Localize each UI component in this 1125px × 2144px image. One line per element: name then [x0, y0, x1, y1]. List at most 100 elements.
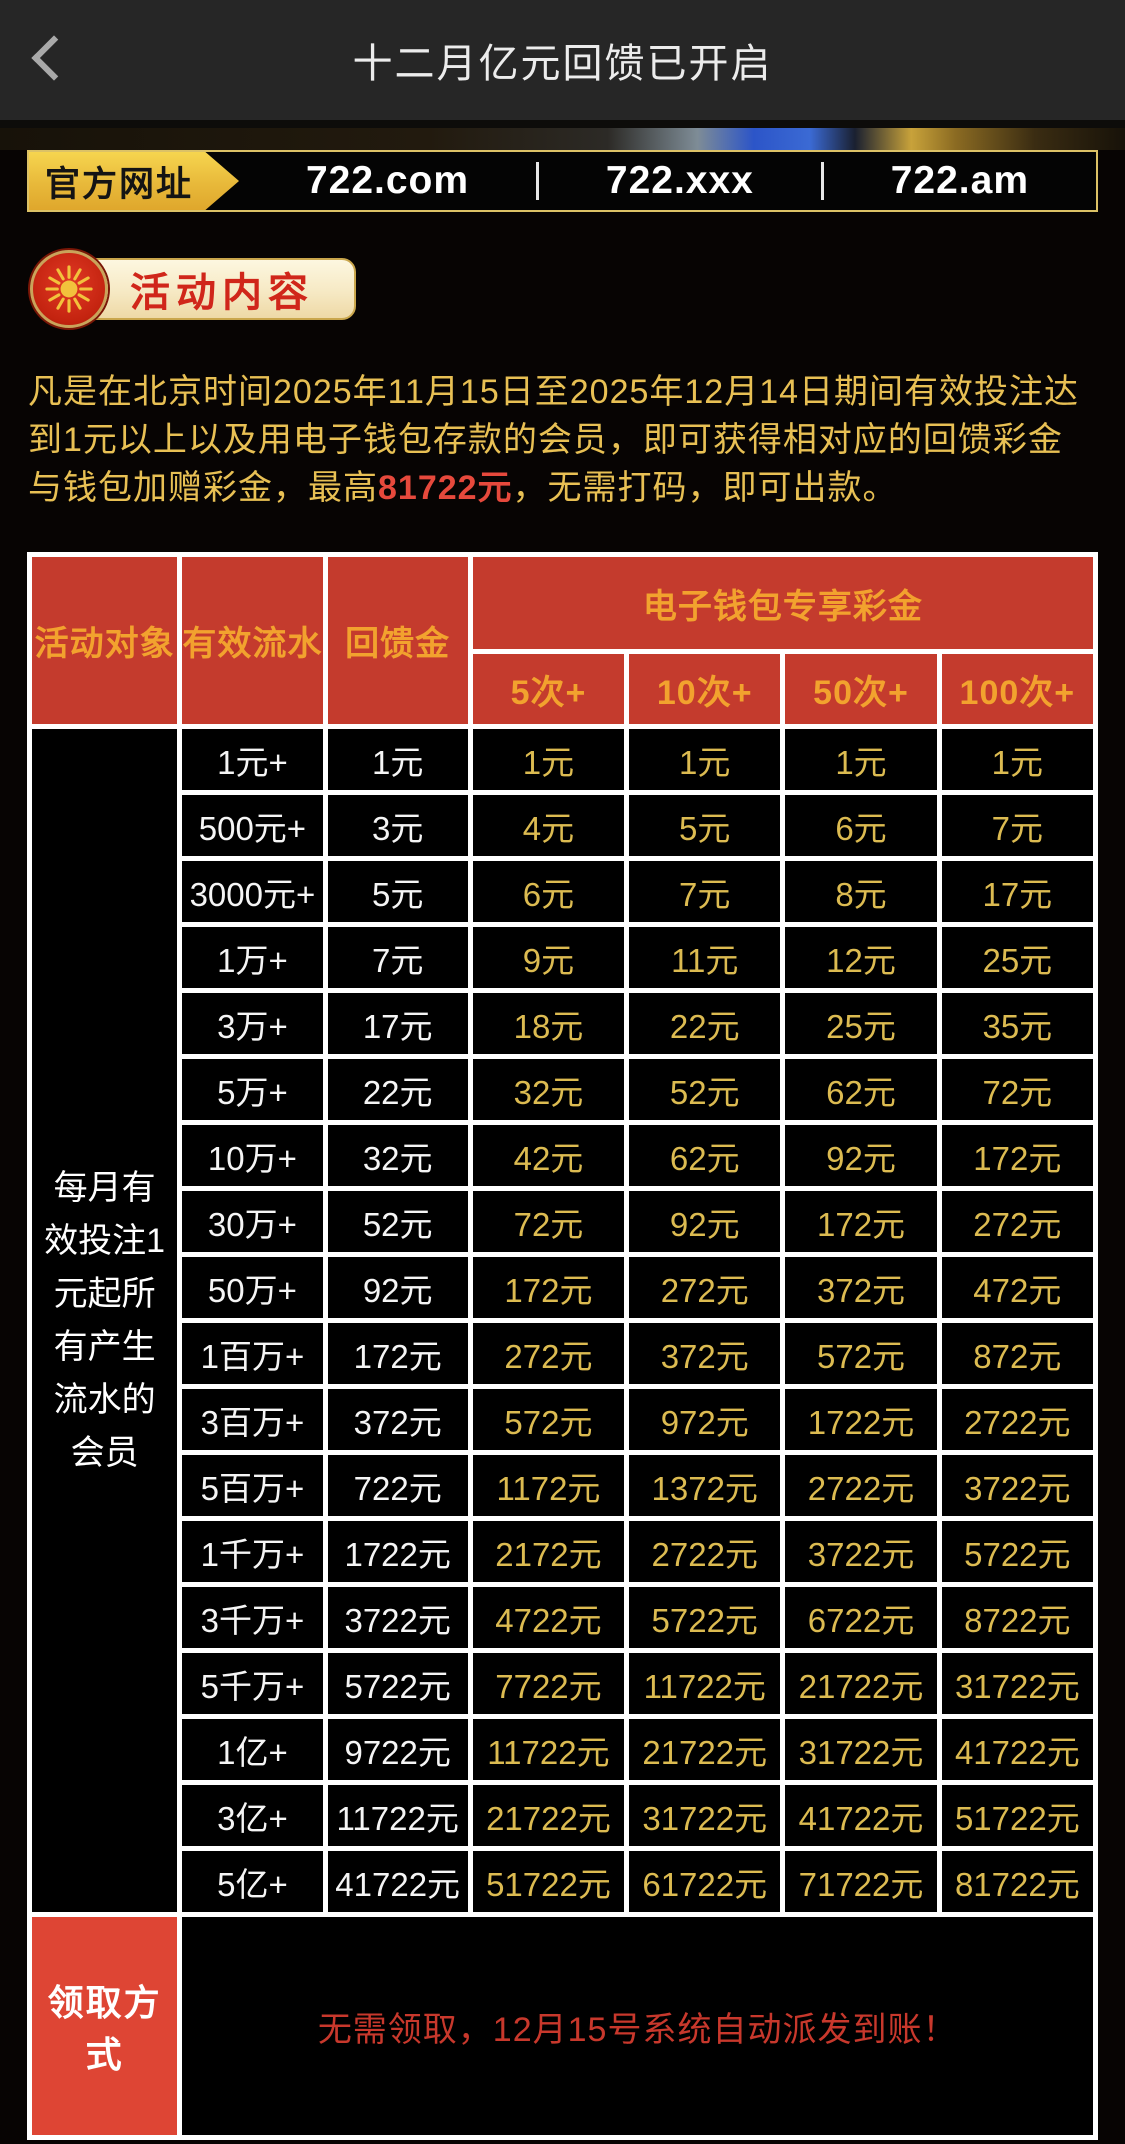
- wallet-bonus-cell: 372元: [785, 1257, 937, 1318]
- wallet-bonus-cell: 2172元: [472, 1521, 625, 1582]
- wallet-bonus-cell: 21722元: [785, 1653, 937, 1714]
- rebate-table: 活动对象 有效流水 回馈金 电子钱包专享彩金 5次+ 10次+ 50次+ 100…: [27, 552, 1098, 2140]
- table-row: 5万+ 22元 32元 52元 62元 72元: [32, 1059, 1093, 1120]
- wallet-bonus-cell: 3722元: [941, 1455, 1093, 1516]
- turnover-cell: 30万+: [182, 1191, 323, 1252]
- claim-method-note: 无需领取，12月15号系统自动派发到账！: [182, 1917, 1093, 2135]
- wallet-bonus-cell: 72元: [472, 1191, 625, 1252]
- wallet-bonus-cell: 61722元: [629, 1851, 781, 1912]
- wallet-bonus-cell: 172元: [941, 1125, 1093, 1186]
- wallet-bonus-cell: 92元: [629, 1191, 781, 1252]
- wallet-bonus-cell: 172元: [785, 1191, 937, 1252]
- rebate-cell: 9722元: [327, 1719, 468, 1780]
- header-wallet-100: 100次+: [941, 654, 1093, 724]
- wallet-bonus-cell: 7722元: [472, 1653, 625, 1714]
- turnover-cell: 500元+: [182, 795, 323, 856]
- claim-method-label: 领取方式: [32, 1917, 178, 2135]
- back-icon[interactable]: [31, 35, 77, 81]
- turnover-cell: 1万+: [182, 927, 323, 988]
- wallet-bonus-cell: 81722元: [941, 1851, 1093, 1912]
- wallet-bonus-cell: 3722元: [785, 1521, 937, 1582]
- wallet-bonus-cell: 5元: [629, 795, 781, 856]
- wallet-bonus-cell: 22元: [629, 993, 781, 1054]
- wallet-bonus-cell: 31722元: [941, 1653, 1093, 1714]
- wallet-bonus-cell: 92元: [785, 1125, 937, 1186]
- table-row: 5百万+ 722元 1172元 1372元 2722元 3722元: [32, 1455, 1093, 1516]
- table-row: 3万+ 17元 18元 22元 25元 35元: [32, 993, 1093, 1054]
- turnover-cell: 5万+: [182, 1059, 323, 1120]
- table-row: 10万+ 32元 42元 62元 92元 172元: [32, 1125, 1093, 1186]
- wallet-bonus-cell: 372元: [629, 1323, 781, 1384]
- appbar-divider: [0, 120, 1125, 128]
- header-wallet-5: 5次+: [472, 654, 625, 724]
- divider: [535, 162, 539, 200]
- wallet-bonus-cell: 6元: [785, 795, 937, 856]
- table-row: 5亿+ 41722元 51722元 61722元 71722元 81722元: [32, 1851, 1093, 1912]
- wallet-bonus-cell: 11722元: [472, 1719, 625, 1780]
- header-wallet-10: 10次+: [629, 654, 781, 724]
- rebate-cell: 3722元: [327, 1587, 468, 1648]
- wallet-bonus-cell: 11元: [629, 927, 781, 988]
- wallet-bonus-cell: 872元: [941, 1323, 1093, 1384]
- wallet-bonus-cell: 21722元: [629, 1719, 781, 1780]
- wallet-bonus-cell: 1元: [472, 729, 625, 790]
- rebate-cell: 11722元: [327, 1785, 468, 1846]
- wallet-bonus-cell: 472元: [941, 1257, 1093, 1318]
- wallet-bonus-cell: 8元: [785, 861, 937, 922]
- table-row: 5千万+ 5722元 7722元 11722元 21722元 31722元: [32, 1653, 1093, 1714]
- page-title: 十二月亿元回馈已开启: [352, 42, 773, 86]
- rebate-cell: 92元: [327, 1257, 468, 1318]
- turnover-cell: 3亿+: [182, 1785, 323, 1846]
- rebate-cell: 32元: [327, 1125, 468, 1186]
- table-row: 3千万+ 3722元 4722元 5722元 6722元 8722元: [32, 1587, 1093, 1648]
- table-row: 30万+ 52元 72元 92元 172元 272元: [32, 1191, 1093, 1252]
- table-row: 每月有效投注1元起所有产生流水的会员 1元+ 1元 1元 1元 1元 1元: [32, 729, 1093, 1912]
- table-row: 50万+ 92元 172元 272元 372元 472元: [32, 1257, 1093, 1318]
- header-rebate: 回馈金: [327, 557, 468, 724]
- wallet-bonus-cell: 11722元: [629, 1653, 781, 1714]
- rebate-cell: 1元: [327, 729, 468, 790]
- turnover-cell: 50万+: [182, 1257, 323, 1318]
- wallet-bonus-cell: 21722元: [472, 1785, 625, 1846]
- wallet-bonus-cell: 62元: [629, 1125, 781, 1186]
- table-header: 活动对象 有效流水 回馈金 电子钱包专享彩金 5次+ 10次+ 50次+ 100…: [32, 557, 1093, 724]
- url-item[interactable]: 722.com: [305, 159, 470, 202]
- rebate-cell: 372元: [327, 1389, 468, 1450]
- wallet-bonus-cell: 8722元: [941, 1587, 1093, 1648]
- url-item[interactable]: 722.xxx: [605, 159, 754, 202]
- wallet-bonus-cell: 4元: [472, 795, 625, 856]
- wallet-bonus-cell: 5722元: [629, 1587, 781, 1648]
- wallet-bonus-cell: 1元: [941, 729, 1093, 790]
- wallet-bonus-cell: 1元: [785, 729, 937, 790]
- wallet-bonus-cell: 25元: [941, 927, 1093, 988]
- turnover-cell: 5百万+: [182, 1455, 323, 1516]
- url-item[interactable]: 722.am: [890, 159, 1029, 202]
- wallet-bonus-cell: 62元: [785, 1059, 937, 1120]
- wallet-bonus-cell: 2722元: [629, 1521, 781, 1582]
- banner-image-strip: [0, 128, 1125, 150]
- wallet-bonus-cell: 272元: [629, 1257, 781, 1318]
- rebate-cell: 5722元: [327, 1653, 468, 1714]
- turnover-cell: 1百万+: [182, 1323, 323, 1384]
- wallet-bonus-cell: 6元: [472, 861, 625, 922]
- table-row: 1万+ 7元 9元 11元 12元 25元: [32, 927, 1093, 988]
- wallet-bonus-cell: 6722元: [785, 1587, 937, 1648]
- turnover-cell: 1千万+: [182, 1521, 323, 1582]
- wallet-bonus-cell: 42元: [472, 1125, 625, 1186]
- max-bonus-highlight: 81722元: [378, 469, 513, 507]
- wallet-bonus-cell: 25元: [785, 993, 937, 1054]
- turnover-cell: 1元+: [182, 729, 323, 790]
- wallet-bonus-cell: 35元: [941, 993, 1093, 1054]
- wallet-bonus-cell: 272元: [472, 1323, 625, 1384]
- table-row: 3百万+ 372元 572元 972元 1722元 2722元: [32, 1389, 1093, 1450]
- table-row: 500元+ 3元 4元 5元 6元 7元: [32, 795, 1093, 856]
- wallet-bonus-cell: 572元: [472, 1389, 625, 1450]
- wallet-bonus-cell: 31722元: [629, 1785, 781, 1846]
- turnover-cell: 10万+: [182, 1125, 323, 1186]
- wallet-bonus-cell: 2722元: [785, 1455, 937, 1516]
- wallet-bonus-cell: 172元: [472, 1257, 625, 1318]
- wallet-bonus-cell: 572元: [785, 1323, 937, 1384]
- rebate-cell: 172元: [327, 1323, 468, 1384]
- wallet-bonus-cell: 51722元: [941, 1785, 1093, 1846]
- header-activity-object: 活动对象: [32, 557, 178, 724]
